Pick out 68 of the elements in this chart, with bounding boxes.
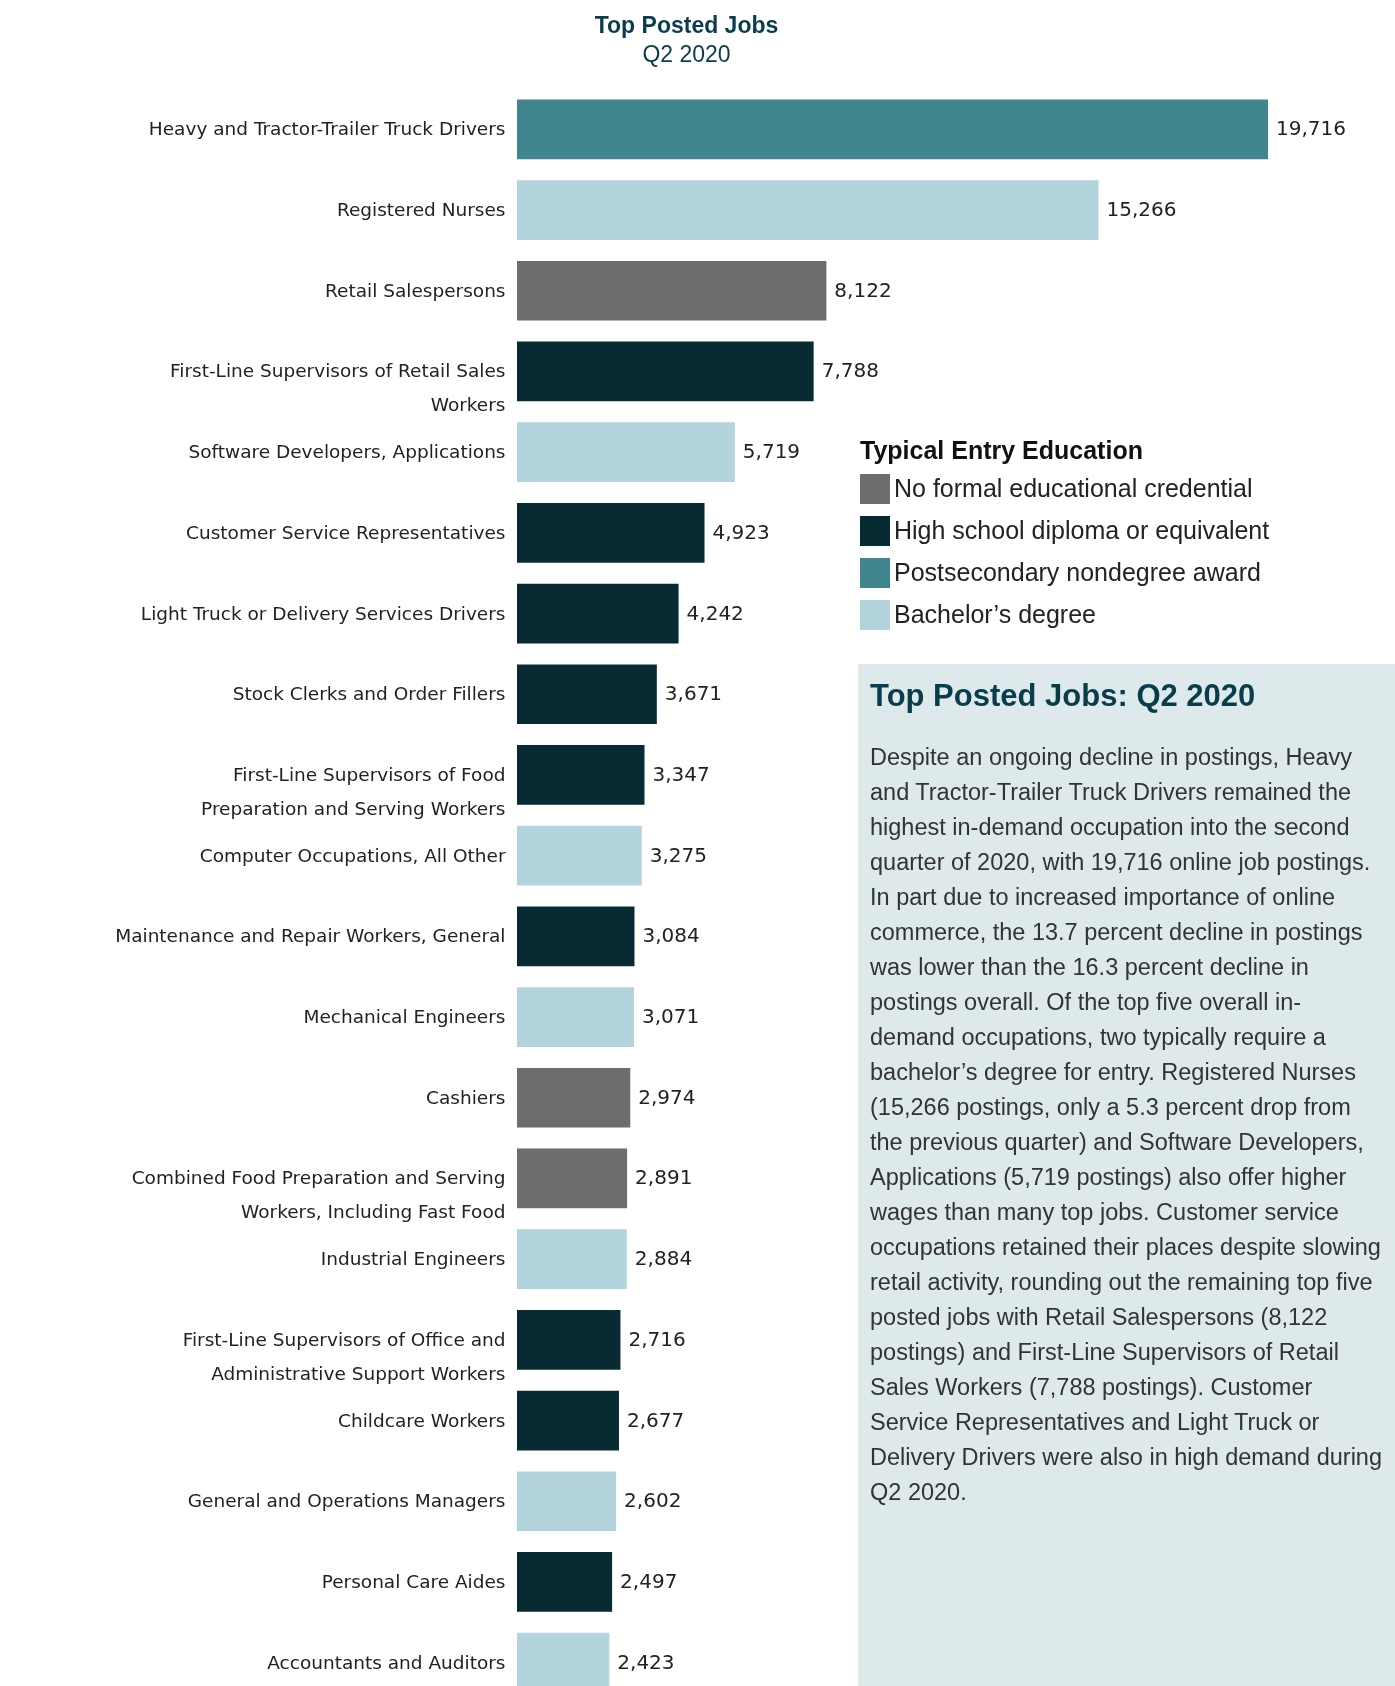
bar bbox=[517, 422, 735, 483]
y-tick-label: Industrial Engineers bbox=[320, 1248, 506, 1270]
bar bbox=[517, 664, 657, 725]
chart-subtitle: Q2 2020 bbox=[642, 41, 731, 67]
bar bbox=[517, 745, 645, 805]
data-label: 3,071 bbox=[641, 1004, 700, 1029]
data-label: 2,602 bbox=[624, 1488, 682, 1513]
bar bbox=[517, 987, 634, 1047]
data-label: 2,891 bbox=[635, 1165, 693, 1190]
text: Despite an ongoing decline in postings, Heavy and Tractor-Trailer Truck Drivers remained the highest in-demand occupation into the second quarter of 2020, with 19,716 online job postings. In part due to increased importance of online commerce, the 13.7 percent decline in postings was lower than the 16.3 percent decline in postings overall. Of the top five overall in-demand occupations, two typically require a bachelor’s degree for entry. Registered Nurses (15,266 postings, only a 5.3 percent drop from the previous quarter) and Software Developers, Applications (5,719 postings) also offer higher wages than many top jobs. Customer service occupations retained their places despite slowing retail activity, rounding out the remaining top five posted jobs with Retail Salespersons (8,122 postings) and First-Line Supervisors of Retail Sales Workers (7,788 postings). Customer Service Representatives and Light Truck or Delivery Drivers were also in high demand during Q2 2020. bbox=[870, 744, 1383, 1505]
text: Top Posted Jobs: Q2 2020 bbox=[870, 678, 1257, 714]
bar bbox=[517, 825, 642, 886]
y-tick-label: Software Developers, Applications bbox=[188, 441, 506, 463]
data-label: 3,275 bbox=[649, 842, 708, 867]
y-tick-label: First-Line Supervisors of Office and Administrative Support Workers bbox=[182, 1328, 506, 1384]
bar bbox=[517, 1309, 621, 1370]
y-tick-label: Customer Service Representatives bbox=[186, 521, 506, 543]
y-tick-label: First-Line Supervisors of Food Preparation and Serving Workers bbox=[201, 763, 506, 819]
y-tick-label: Accountants and Auditors bbox=[267, 1651, 506, 1673]
data-label: 4,923 bbox=[712, 519, 770, 544]
bar bbox=[517, 502, 705, 563]
y-tick-label: Mechanical Engineers bbox=[303, 1006, 506, 1028]
data-label: 3,671 bbox=[664, 681, 723, 706]
y-tick-label: Registered Nurses bbox=[336, 199, 506, 221]
legend-title: Typical Entry Education bbox=[860, 436, 1143, 464]
bar bbox=[517, 1067, 631, 1128]
bar bbox=[517, 99, 1268, 160]
y-tick-label: Heavy and Tractor-Trailer Truck Drivers bbox=[148, 118, 506, 140]
chart-title: Top Posted Jobs bbox=[594, 12, 779, 38]
data-label: 3,084 bbox=[642, 923, 700, 948]
data-label: 7,788 bbox=[821, 358, 879, 383]
data-label: 15,266 bbox=[1106, 197, 1177, 222]
y-tick-label: General and Operations Managers bbox=[187, 1490, 506, 1512]
bar bbox=[517, 180, 1099, 240]
y-tick-label: Cashiers bbox=[426, 1086, 506, 1108]
data-label: 2,716 bbox=[628, 1326, 686, 1351]
y-tick-label: Childcare Workers bbox=[338, 1409, 506, 1431]
bar bbox=[517, 1148, 628, 1209]
y-tick-label: First-Line Supervisors of Retail Sales Workers bbox=[169, 360, 506, 416]
bar bbox=[517, 906, 635, 967]
bar bbox=[517, 1552, 613, 1612]
bar bbox=[517, 260, 827, 321]
y-tick-label: Combined Food Preparation and Serving Workers, Including Fast Food bbox=[131, 1167, 506, 1223]
bar bbox=[517, 1229, 627, 1290]
data-label: 5,719 bbox=[742, 439, 801, 464]
legend-label: High school diploma or equivalent bbox=[894, 516, 1270, 544]
data-label: 2,974 bbox=[638, 1084, 696, 1109]
y-tick-label: Personal Care Aides bbox=[321, 1570, 506, 1592]
data-label: 3,347 bbox=[652, 761, 710, 786]
data-label: 19,716 bbox=[1276, 116, 1346, 141]
legend-label: Bachelor’s degree bbox=[894, 600, 1096, 628]
y-tick-label: Computer Occupations, All Other bbox=[199, 844, 506, 866]
legend-label: No formal educational credential bbox=[894, 474, 1253, 502]
y-tick-label: Light Truck or Delivery Services Drivers bbox=[140, 602, 506, 624]
bar bbox=[517, 1471, 617, 1532]
data-label: 4,242 bbox=[686, 600, 744, 625]
y-tick-label: Stock Clerks and Order Fillers bbox=[232, 683, 506, 705]
data-label: 2,423 bbox=[617, 1649, 675, 1674]
legend-label: Postsecondary nondegree award bbox=[894, 558, 1261, 586]
y-tick-label: Retail Salespersons bbox=[325, 279, 506, 301]
data-label: 2,497 bbox=[620, 1568, 678, 1593]
bar bbox=[517, 1390, 619, 1451]
data-label: 8,122 bbox=[834, 277, 892, 302]
y-tick-label: Maintenance and Repair Workers, General bbox=[115, 925, 506, 947]
data-label: 2,677 bbox=[626, 1407, 685, 1432]
data-label: 2,884 bbox=[634, 1246, 693, 1271]
bar bbox=[517, 583, 679, 644]
bar bbox=[517, 341, 814, 402]
